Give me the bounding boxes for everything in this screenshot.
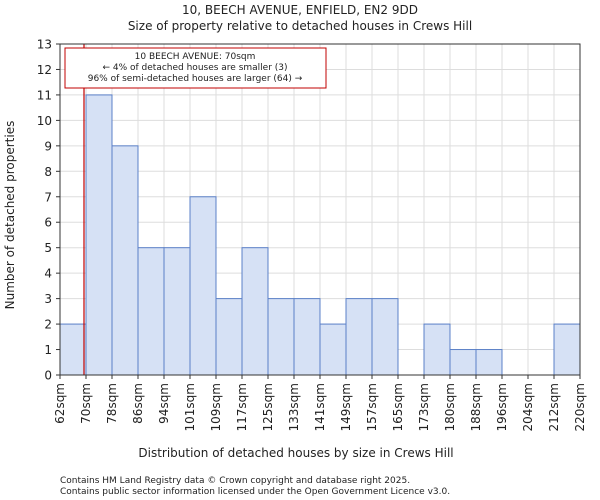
y-tick-label: 3 (44, 292, 52, 306)
x-axis-ticks: 62sqm 70sqm 78sqm 86sqm 94sqm 101sqm 109sqm 117… (53, 375, 587, 431)
x-tick-label: 196sqm (495, 383, 509, 431)
y-axis-label: Number of detached properties (3, 121, 17, 310)
y-tick-label: 11 (37, 88, 52, 102)
y-tick-label: 0 (44, 369, 52, 383)
bar-133sqm (293, 298, 321, 376)
x-tick-label: 62sqm (53, 383, 67, 424)
x-tick-label: 94sqm (157, 383, 171, 424)
x-tick-label: 149sqm (339, 383, 353, 431)
y-tick-label: 6 (44, 216, 52, 230)
x-tick-label: 173sqm (417, 383, 431, 431)
x-tick-label: 180sqm (443, 383, 457, 431)
bar-62sqm (59, 323, 87, 376)
x-tick-label: 70sqm (79, 383, 93, 424)
x-tick-label: 157sqm (365, 383, 379, 431)
annotation-box-frame (64, 47, 327, 89)
bar-149sqm (345, 298, 373, 376)
x-tick-label: 220sqm (573, 383, 587, 431)
y-tick-label: 13 (37, 38, 52, 52)
bar-109sqm (215, 298, 243, 376)
x-tick-label: 125sqm (261, 383, 275, 431)
footer-line-2: Contains public sector information licen… (60, 487, 450, 497)
y-tick-label: 1 (44, 343, 52, 357)
x-tick-label: 212sqm (547, 383, 561, 431)
chart-title: 10, BEECH AVENUE, ENFIELD, EN2 9DD (182, 3, 418, 17)
annotation-box: 10 BEECH AVENUE: 70sqm ← 4% of detached … (64, 47, 327, 89)
bar-70sqm (85, 94, 113, 376)
bars (59, 94, 581, 376)
x-tick-label: 109sqm (209, 383, 223, 431)
x-tick-label: 101sqm (183, 383, 197, 431)
bar-180sqm (449, 349, 477, 376)
y-tick-label: 7 (44, 190, 52, 204)
x-tick-label: 78sqm (105, 383, 119, 424)
annotation-line-1: 10 BEECH AVENUE: 70sqm (135, 52, 256, 62)
x-tick-label: 133sqm (287, 383, 301, 431)
x-tick-label: 86sqm (131, 383, 145, 424)
bar-173sqm (423, 323, 451, 376)
chart-subtitle: Size of property relative to detached ho… (128, 19, 472, 33)
bar-94sqm (163, 247, 191, 376)
x-tick-label: 141sqm (313, 383, 327, 431)
x-tick-label: 204sqm (521, 383, 535, 431)
annotation-line-2: ← 4% of detached houses are smaller (3) (102, 63, 287, 73)
x-tick-label: 117sqm (235, 383, 249, 431)
y-tick-label: 2 (44, 318, 52, 332)
y-tick-label: 4 (44, 267, 52, 281)
bar-125sqm (267, 298, 295, 376)
bar-117sqm (241, 247, 269, 376)
footer-line-1: Contains HM Land Registry data © Crown c… (60, 476, 410, 486)
y-tick-label: 10 (37, 114, 52, 128)
x-tick-label: 188sqm (469, 383, 483, 431)
y-tick-label: 8 (44, 165, 52, 179)
bar-188sqm (475, 349, 503, 376)
y-tick-label: 12 (37, 63, 52, 77)
y-tick-label: 9 (44, 139, 52, 153)
bar-141sqm (319, 323, 347, 376)
bar-212sqm (553, 323, 581, 376)
y-tick-label: 5 (44, 241, 52, 255)
bar-86sqm (137, 247, 165, 376)
bar-101sqm (189, 196, 217, 376)
x-tick-label: 165sqm (391, 383, 405, 431)
bar-157sqm (371, 298, 399, 376)
bar-78sqm (111, 145, 139, 376)
annotation-line-3: 96% of semi-detached houses are larger (… (88, 74, 303, 84)
x-axis-label: Distribution of detached houses by size … (138, 446, 453, 460)
